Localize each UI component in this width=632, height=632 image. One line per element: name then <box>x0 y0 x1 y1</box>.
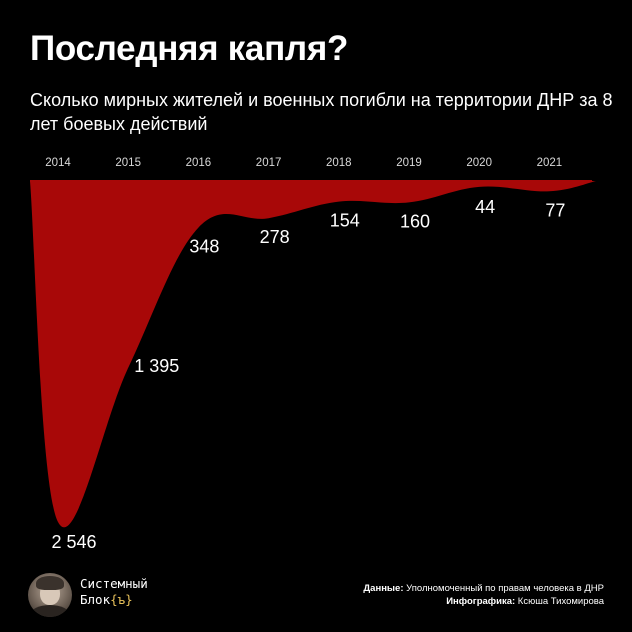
credits-infographic-label: Инфографика: <box>446 596 516 607</box>
baseline <box>30 180 592 182</box>
brand-line-1: Системный <box>80 576 148 591</box>
x-tick-label: 2018 <box>326 157 352 169</box>
chart-title: Последняя капля? <box>30 29 349 68</box>
credits-data: Данные: Уполномоченный по правам человек… <box>363 582 604 595</box>
x-tick-label: 2020 <box>466 157 492 169</box>
credits-data-value: Уполномоченный по правам человека в ДНР <box>403 583 604 594</box>
data-label: 348 <box>189 237 219 257</box>
brand-accent: {ъ} <box>110 592 133 607</box>
chart-subtitle: Сколько мирных жителей и военных погибли… <box>30 90 613 134</box>
brand-logo-text: Системный Блок{ъ} <box>80 576 148 608</box>
data-label: 278 <box>260 227 290 247</box>
brand-line-2: Блок{ъ} <box>80 592 148 608</box>
x-tick-label: 2017 <box>256 157 282 169</box>
data-label: 44 <box>475 197 495 217</box>
data-label: 2 546 <box>51 532 96 552</box>
brand-line-2-text: Блок <box>80 592 111 607</box>
credits-data-label: Данные: <box>363 583 404 594</box>
credits-infographic: Инфографика: Ксюша Тихомирова <box>363 595 604 608</box>
x-tick-label: 2021 <box>537 157 563 169</box>
x-tick-label: 2016 <box>186 157 212 169</box>
data-label: 77 <box>545 200 565 220</box>
x-tick-label: 2019 <box>396 157 422 169</box>
x-tick-label: 2015 <box>115 157 141 169</box>
data-label: 154 <box>330 211 360 231</box>
data-label: 1 395 <box>134 356 179 376</box>
avatar-logo <box>28 573 72 617</box>
data-label: 160 <box>400 211 430 231</box>
credits-infographic-value: Ксюша Тихомирова <box>515 596 604 607</box>
credits: Данные: Уполномоченный по правам человек… <box>363 582 604 608</box>
area-series <box>30 181 596 528</box>
x-tick-label: 2014 <box>45 157 71 169</box>
